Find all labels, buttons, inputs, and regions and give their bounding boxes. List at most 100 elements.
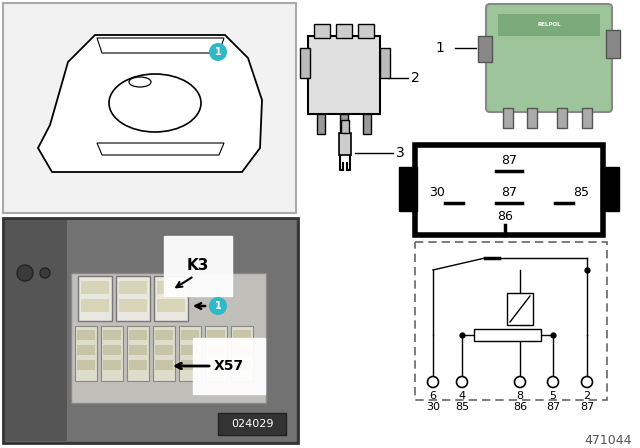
Bar — [103, 360, 121, 370]
Bar — [218, 413, 286, 435]
Polygon shape — [97, 38, 224, 53]
Bar — [77, 345, 95, 355]
Text: 30: 30 — [426, 402, 440, 412]
Bar — [154, 276, 188, 321]
Bar — [233, 345, 251, 355]
Bar — [81, 281, 109, 294]
Bar — [155, 345, 173, 355]
Bar — [233, 360, 251, 370]
Circle shape — [582, 376, 593, 388]
Text: 86: 86 — [497, 211, 513, 224]
Bar — [103, 345, 121, 355]
Circle shape — [17, 265, 33, 281]
Text: 1: 1 — [214, 301, 221, 311]
Text: 30: 30 — [429, 186, 445, 199]
Bar — [129, 360, 147, 370]
Bar — [474, 329, 541, 341]
Circle shape — [428, 376, 438, 388]
Ellipse shape — [129, 77, 151, 87]
Bar — [5, 220, 67, 441]
Bar — [127, 326, 149, 381]
Circle shape — [209, 297, 227, 315]
Bar — [129, 345, 147, 355]
FancyBboxPatch shape — [486, 4, 612, 112]
Text: 87: 87 — [501, 155, 517, 168]
Bar — [81, 299, 109, 312]
Bar — [78, 276, 112, 321]
Bar — [71, 273, 266, 403]
Bar — [181, 330, 199, 340]
Bar — [358, 24, 374, 38]
Text: 8: 8 — [516, 391, 524, 401]
Text: 87: 87 — [580, 402, 594, 412]
Bar — [557, 108, 567, 128]
Bar — [300, 48, 310, 78]
Text: 87: 87 — [501, 186, 517, 199]
Bar — [507, 293, 533, 325]
Text: 1: 1 — [436, 41, 444, 55]
Bar — [308, 36, 380, 114]
Bar — [363, 114, 371, 134]
Bar — [155, 360, 173, 370]
Bar — [205, 326, 227, 381]
Text: 1: 1 — [214, 47, 221, 57]
Bar — [415, 145, 603, 235]
Bar — [207, 360, 225, 370]
Text: 6: 6 — [429, 391, 436, 401]
Ellipse shape — [109, 74, 201, 132]
Bar — [3, 218, 298, 443]
Text: 024029: 024029 — [231, 419, 273, 429]
Polygon shape — [97, 143, 224, 155]
Bar — [340, 114, 348, 134]
Bar — [478, 36, 492, 62]
Circle shape — [547, 376, 559, 388]
Circle shape — [209, 43, 227, 61]
Bar — [119, 299, 147, 312]
Bar — [75, 326, 97, 381]
Bar — [5, 220, 296, 441]
Bar — [341, 120, 349, 133]
Text: 86: 86 — [513, 402, 527, 412]
Circle shape — [515, 376, 525, 388]
Bar — [231, 326, 253, 381]
Bar — [116, 276, 150, 321]
Text: 5: 5 — [550, 391, 557, 401]
Text: 85: 85 — [455, 402, 469, 412]
Bar — [233, 330, 251, 340]
Bar — [207, 330, 225, 340]
Bar — [380, 48, 390, 78]
Bar — [179, 326, 201, 381]
Bar — [503, 108, 513, 128]
Bar — [314, 24, 330, 38]
Bar — [527, 108, 537, 128]
Bar — [415, 242, 607, 400]
Bar — [119, 281, 147, 294]
Polygon shape — [38, 35, 262, 172]
Bar — [317, 114, 325, 134]
Bar — [129, 330, 147, 340]
Bar — [153, 326, 175, 381]
Bar — [181, 360, 199, 370]
Bar — [601, 167, 619, 211]
Bar — [498, 14, 600, 36]
Bar — [582, 108, 592, 128]
Text: 471044: 471044 — [584, 434, 632, 447]
Bar — [157, 281, 185, 294]
Bar — [157, 299, 185, 312]
Text: 2: 2 — [411, 71, 420, 85]
Text: 3: 3 — [396, 146, 404, 160]
Bar — [207, 345, 225, 355]
Circle shape — [456, 376, 467, 388]
Bar — [103, 330, 121, 340]
Bar — [77, 330, 95, 340]
Bar — [399, 167, 417, 211]
Text: RELPOL: RELPOL — [537, 22, 561, 27]
Bar — [339, 133, 351, 155]
Bar — [336, 24, 352, 38]
Text: X57: X57 — [214, 359, 244, 373]
Bar — [3, 3, 296, 213]
Bar — [606, 30, 620, 58]
Text: K3: K3 — [187, 258, 209, 273]
Bar — [181, 345, 199, 355]
Circle shape — [40, 268, 50, 278]
